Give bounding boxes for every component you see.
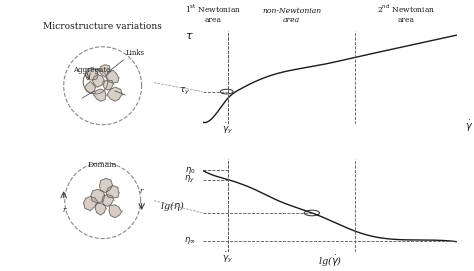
Text: lg($\dot{\gamma}$): lg($\dot{\gamma}$) bbox=[318, 254, 342, 269]
Polygon shape bbox=[103, 80, 114, 90]
Polygon shape bbox=[99, 65, 112, 77]
Text: $\dot{\gamma}_y$: $\dot{\gamma}_y$ bbox=[222, 250, 234, 264]
Polygon shape bbox=[94, 89, 106, 101]
Text: $\eta_0$: $\eta_0$ bbox=[184, 165, 195, 176]
Polygon shape bbox=[91, 189, 105, 203]
Text: r: r bbox=[62, 206, 65, 214]
Polygon shape bbox=[95, 203, 107, 215]
Text: $\dot{\gamma}_y$: $\dot{\gamma}_y$ bbox=[222, 122, 234, 136]
Polygon shape bbox=[106, 186, 119, 198]
Text: Domain: Domain bbox=[88, 161, 118, 169]
Polygon shape bbox=[83, 196, 99, 211]
Title: Microstructure variations: Microstructure variations bbox=[43, 22, 162, 31]
Text: $\eta_\infty$: $\eta_\infty$ bbox=[184, 235, 196, 246]
Polygon shape bbox=[102, 195, 114, 206]
Polygon shape bbox=[100, 178, 112, 193]
Polygon shape bbox=[85, 67, 98, 80]
Text: $\eta_y$: $\eta_y$ bbox=[184, 174, 195, 185]
Text: Links: Links bbox=[125, 49, 144, 57]
Polygon shape bbox=[106, 70, 119, 83]
Polygon shape bbox=[109, 205, 122, 218]
Polygon shape bbox=[107, 87, 123, 101]
Text: $\tau$: $\tau$ bbox=[185, 31, 194, 41]
Text: $\dot{\gamma}$: $\dot{\gamma}$ bbox=[465, 119, 474, 134]
Text: 2$^{\rm nd}$ Newtonian
area: 2$^{\rm nd}$ Newtonian area bbox=[377, 2, 435, 24]
Polygon shape bbox=[92, 75, 104, 87]
Text: r: r bbox=[140, 188, 143, 195]
Text: 1$^{\rm st}$ Newtonian
area: 1$^{\rm st}$ Newtonian area bbox=[184, 2, 241, 24]
Polygon shape bbox=[85, 82, 96, 93]
Text: Aggregate: Aggregate bbox=[73, 66, 110, 74]
Text: lg($\eta$): lg($\eta$) bbox=[160, 199, 184, 212]
Text: non-Newtonian
area: non-Newtonian area bbox=[262, 7, 321, 24]
Text: $\tau_y$: $\tau_y$ bbox=[179, 86, 191, 97]
